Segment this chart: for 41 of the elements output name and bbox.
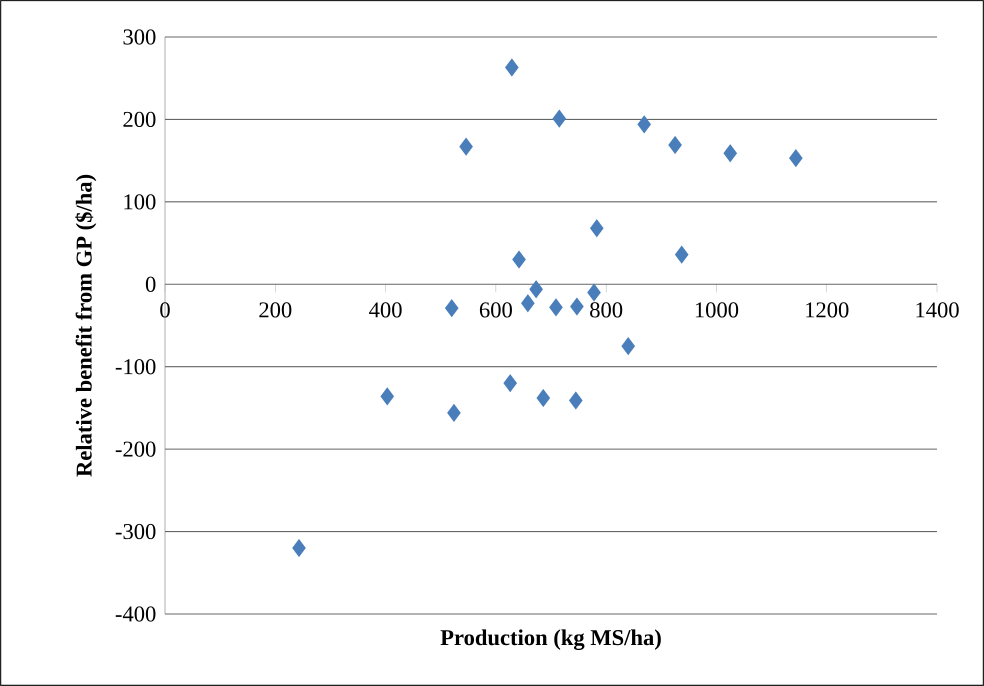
y-axis-title: Relative benefit from GP ($/ha): [75, 174, 96, 477]
point: [459, 138, 473, 156]
y-tick-label: -300: [116, 524, 156, 540]
y-tick-label: -200: [116, 442, 156, 457]
x-tick-label: 800: [590, 302, 622, 318]
point: [529, 280, 543, 298]
point: [521, 294, 535, 312]
point: [292, 539, 306, 557]
point: [587, 284, 601, 302]
x-tick-label: 0: [160, 302, 170, 318]
x-tick-label: 1000: [696, 302, 738, 318]
point: [668, 136, 682, 154]
point: [552, 110, 566, 128]
point: [590, 219, 604, 238]
point: [570, 298, 584, 316]
y-tick-label: -400: [116, 606, 156, 622]
point: [569, 392, 583, 410]
y-tick-label: -100: [116, 359, 156, 374]
point: [621, 337, 635, 356]
point: [789, 149, 803, 168]
x-tick-label: 1400: [916, 302, 959, 318]
x-tick-label: 400: [369, 302, 402, 318]
y-tick-label: 0: [146, 276, 156, 292]
y-tick-label: 300: [124, 29, 156, 45]
point: [723, 144, 737, 162]
point: [447, 404, 461, 422]
point: [674, 246, 688, 264]
point: [380, 387, 394, 406]
point: [503, 374, 517, 392]
x-tick-label: 200: [259, 302, 292, 318]
x-tick-label: 600: [480, 302, 512, 318]
y-tick-label: 200: [123, 112, 156, 128]
point: [536, 389, 550, 407]
point: [505, 58, 519, 76]
point: [444, 299, 459, 318]
y-tick-label: 100: [124, 194, 156, 210]
x-tick-label: 1200: [806, 302, 848, 318]
x-axis-title: Production (kg MS/ha): [440, 629, 661, 650]
point: [637, 115, 651, 134]
point: [549, 298, 563, 316]
point: [512, 250, 526, 268]
